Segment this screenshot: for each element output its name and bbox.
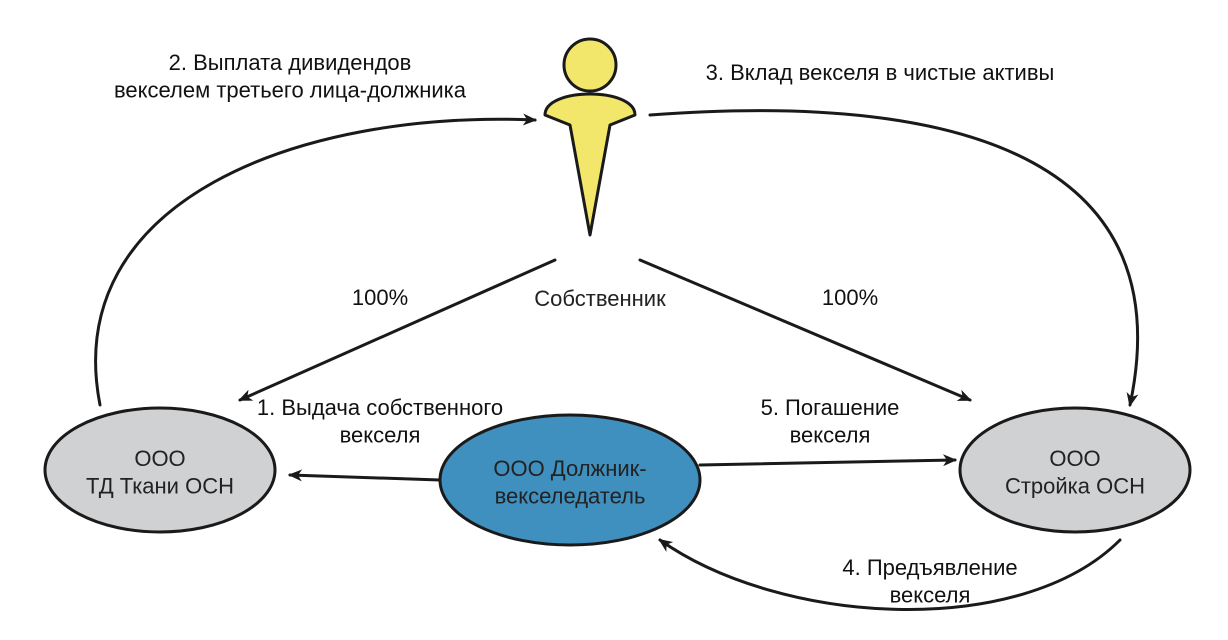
edge-5 xyxy=(700,460,955,465)
owner-label: Собственник xyxy=(534,286,666,311)
diagram-canvas: Собственник ОООТД Ткани ОСН ООО Должник-… xyxy=(0,0,1228,640)
owner-head xyxy=(564,39,616,91)
edge-2 xyxy=(96,119,535,405)
edge-own-left-label: 100% xyxy=(352,285,408,310)
edge-2-label: 2. Выплата дивидендоввекселем третьего л… xyxy=(114,50,467,103)
owner-body xyxy=(545,94,635,235)
edge-own-left xyxy=(240,260,555,400)
edge-3-label: 3. Вклад векселя в чистые активы xyxy=(706,60,1055,85)
edge-1 xyxy=(290,475,440,480)
edge-5-label: 5. Погашениевекселя xyxy=(761,395,900,448)
edge-own-right xyxy=(640,260,970,400)
edge-3 xyxy=(650,111,1138,405)
edge-own-right-label: 100% xyxy=(822,285,878,310)
owner-icon xyxy=(545,39,635,235)
edge-4-label: 4. Предъявлениевекселя xyxy=(842,555,1017,608)
